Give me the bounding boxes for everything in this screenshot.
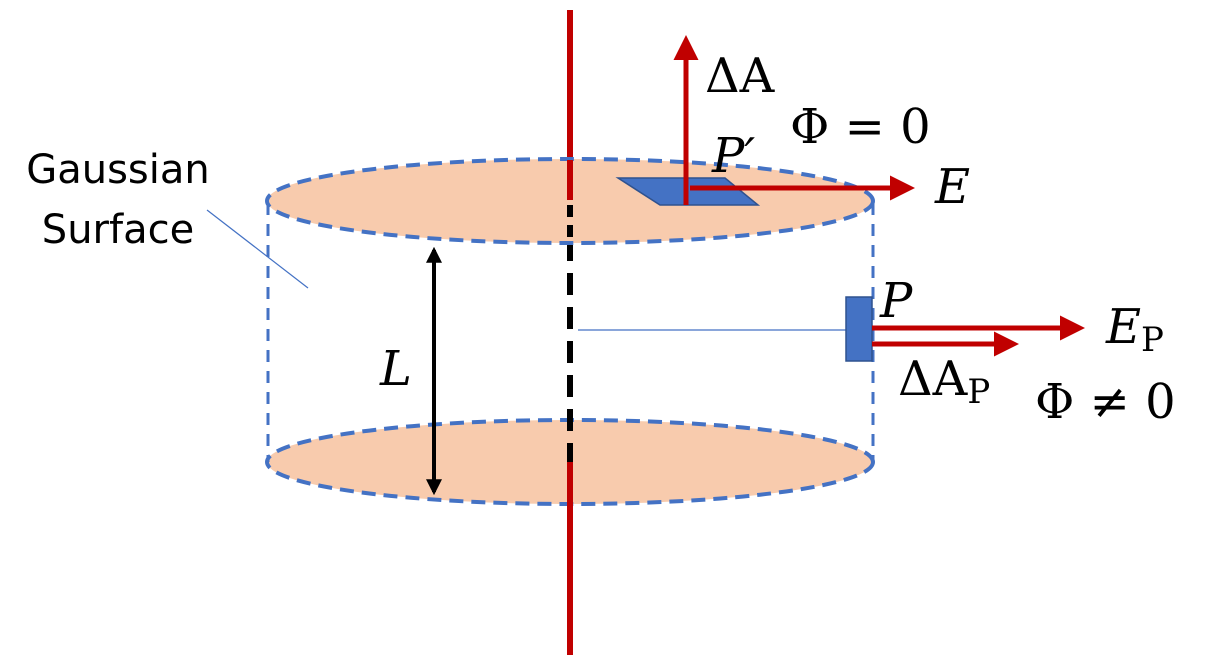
field-side-label: EP xyxy=(1105,299,1164,360)
point-top-label: P′ xyxy=(711,128,755,184)
field-side-subscript: P xyxy=(1141,320,1164,360)
delta-a-side-main: ΔA xyxy=(898,351,969,407)
delta-a-top-label: ΔA xyxy=(705,48,776,104)
gaussian-label-line2: Surface xyxy=(42,207,194,253)
flux-top-label: Φ = 0 xyxy=(790,99,931,155)
point-side-label: P xyxy=(879,273,913,329)
field-side-main: E xyxy=(1105,299,1141,355)
flux-side-label: Φ ≠ 0 xyxy=(1035,374,1176,430)
gaussian-label-line1: Gaussian xyxy=(26,147,210,193)
delta-a-side-subscript: P xyxy=(967,372,990,412)
gaussian-surface-leader-line xyxy=(206,209,309,289)
side-area-patch xyxy=(845,296,873,362)
field-top-label: E xyxy=(934,159,970,215)
delta-a-side-label: ΔAP xyxy=(898,351,990,412)
length-label: L xyxy=(379,341,412,397)
